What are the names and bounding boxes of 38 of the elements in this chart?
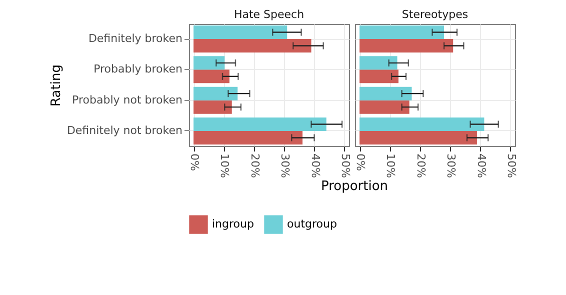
chart-title: Stereotypes bbox=[402, 8, 468, 21]
chart-title: Hate Speech bbox=[234, 8, 304, 21]
bar bbox=[360, 117, 484, 131]
bar bbox=[194, 117, 326, 131]
bar bbox=[360, 56, 398, 70]
x-tick-label: 50% bbox=[338, 154, 352, 178]
bar bbox=[360, 26, 444, 40]
x-tick-label: 20% bbox=[414, 154, 428, 178]
x-tick-label: 40% bbox=[474, 154, 488, 178]
x-axis-title: Proportion bbox=[320, 178, 388, 194]
legend-label: outgroup bbox=[287, 218, 337, 231]
bar bbox=[360, 70, 398, 84]
bar bbox=[194, 86, 238, 100]
y-tick-label: Probably not broken bbox=[72, 93, 183, 106]
legend-label: ingroup bbox=[212, 218, 254, 231]
x-tick-label: 40% bbox=[308, 154, 322, 178]
x-tick-label: 50% bbox=[504, 154, 518, 178]
x-tick-label: 30% bbox=[278, 154, 292, 178]
y-axis-title: Rating bbox=[48, 64, 64, 106]
x-tick-label: 10% bbox=[218, 154, 232, 178]
bar bbox=[194, 39, 312, 53]
x-tick-label: 30% bbox=[444, 154, 458, 178]
y-tick-label: Definitely not broken bbox=[66, 124, 183, 137]
y-tick-label: Probably broken bbox=[94, 62, 183, 76]
bar bbox=[360, 86, 412, 100]
bar bbox=[194, 130, 303, 144]
x-tick-label: 0% bbox=[188, 154, 202, 171]
bar bbox=[360, 100, 410, 114]
bar bbox=[194, 100, 232, 114]
bar bbox=[360, 39, 454, 53]
bar bbox=[360, 130, 477, 144]
bar bbox=[194, 26, 288, 40]
bar bbox=[194, 56, 225, 70]
y-tick-label: Definitely broken bbox=[88, 32, 183, 46]
x-tick-label: 10% bbox=[384, 154, 398, 178]
x-tick-label: 20% bbox=[248, 154, 262, 178]
x-tick-label: 0% bbox=[354, 154, 368, 171]
bar bbox=[194, 70, 230, 84]
